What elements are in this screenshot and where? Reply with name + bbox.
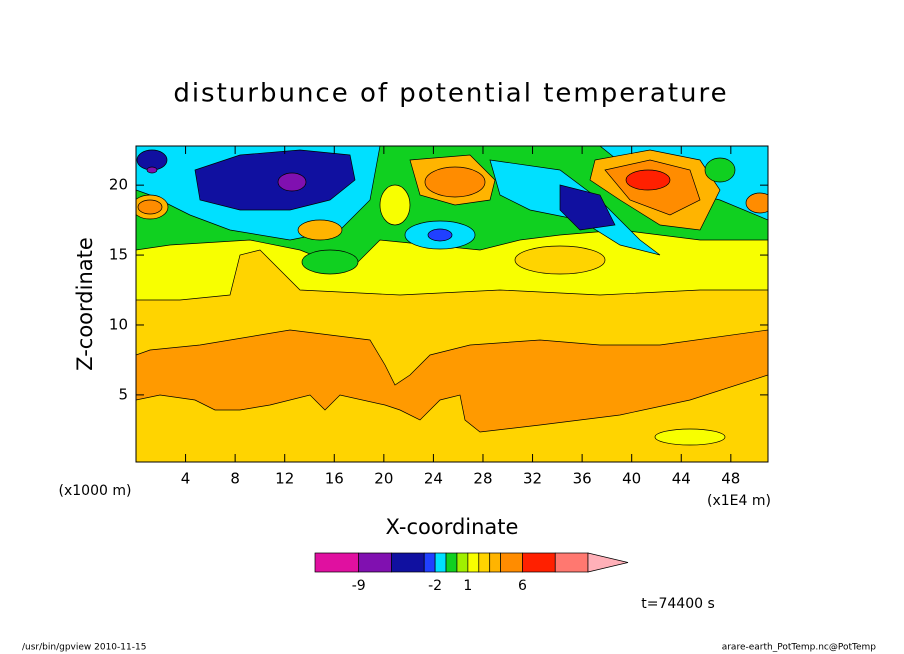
colorbar-segment xyxy=(478,552,491,573)
colorbar-tick-label: 1 xyxy=(463,578,472,594)
colorbar-segment xyxy=(554,552,589,573)
x-tick-label: 48 xyxy=(721,470,740,488)
footer-right: arare-earth_PotTemp.nc@PotTemp xyxy=(722,643,877,653)
colorbar-tick-label: -9 xyxy=(352,578,366,594)
colorbar-extension xyxy=(587,552,629,573)
chart-title: disturbunce of potential temperature xyxy=(173,79,728,109)
footer-left: /usr/bin/gpview 2010-11-15 xyxy=(22,643,146,653)
x-tick-label: 32 xyxy=(523,470,542,488)
x-tick-label: 12 xyxy=(275,470,294,488)
colorbar-segment xyxy=(456,552,469,573)
colorbar-segment xyxy=(445,552,458,573)
y-tick-label: 10 xyxy=(109,315,128,333)
colorbar-segment xyxy=(500,552,523,573)
colorbar-segment xyxy=(434,552,447,573)
colorbar-segment xyxy=(358,552,392,573)
colorbar-tick-label: -2 xyxy=(428,578,442,594)
x-axis-label: X-coordinate xyxy=(386,515,519,539)
colorbar-segment xyxy=(391,552,425,573)
x-tick-label: 16 xyxy=(325,470,344,488)
time-label: t=74400 s xyxy=(641,596,715,612)
y-axis-label: Z-coordinate xyxy=(73,237,97,371)
colorbar-segment xyxy=(423,552,436,573)
contour-field xyxy=(136,146,768,462)
x-tick-label: 20 xyxy=(374,470,393,488)
colorbar-segment xyxy=(314,552,360,573)
y-unit: (x1000 m) xyxy=(59,483,132,499)
colorbar-tick-label: 6 xyxy=(518,578,527,594)
colorbar-segment xyxy=(489,552,501,573)
y-tick-label: 15 xyxy=(109,246,128,264)
colorbar-segment xyxy=(522,552,556,573)
x-unit: (x1E4 m) xyxy=(707,493,771,509)
x-tick-label: 24 xyxy=(424,470,443,488)
x-tick-label: 44 xyxy=(672,470,691,488)
x-tick-label: 28 xyxy=(473,470,492,488)
plot-frame xyxy=(135,145,769,463)
x-tick-label: 40 xyxy=(622,470,641,488)
y-tick-label: 5 xyxy=(118,385,128,403)
x-tick-label: 36 xyxy=(573,470,592,488)
y-tick-label: 20 xyxy=(109,176,128,194)
colorbar-segment xyxy=(467,552,480,573)
x-tick-label: 4 xyxy=(181,470,191,488)
x-tick-label: 8 xyxy=(230,470,240,488)
